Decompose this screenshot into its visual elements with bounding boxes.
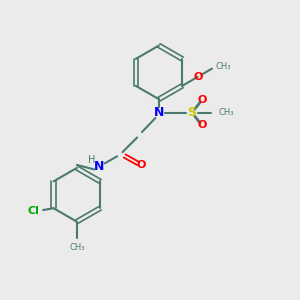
Text: O: O bbox=[198, 95, 207, 105]
Text: O: O bbox=[198, 120, 207, 130]
Text: S: S bbox=[187, 106, 196, 119]
Text: CH₃: CH₃ bbox=[69, 243, 85, 252]
Text: O: O bbox=[193, 72, 203, 82]
Text: H: H bbox=[88, 155, 95, 165]
Text: N: N bbox=[94, 160, 104, 173]
Text: O: O bbox=[137, 160, 146, 170]
Text: Cl: Cl bbox=[27, 206, 39, 216]
Text: N: N bbox=[154, 106, 164, 119]
Text: CH₃: CH₃ bbox=[219, 108, 234, 117]
Text: CH₃: CH₃ bbox=[216, 62, 231, 71]
